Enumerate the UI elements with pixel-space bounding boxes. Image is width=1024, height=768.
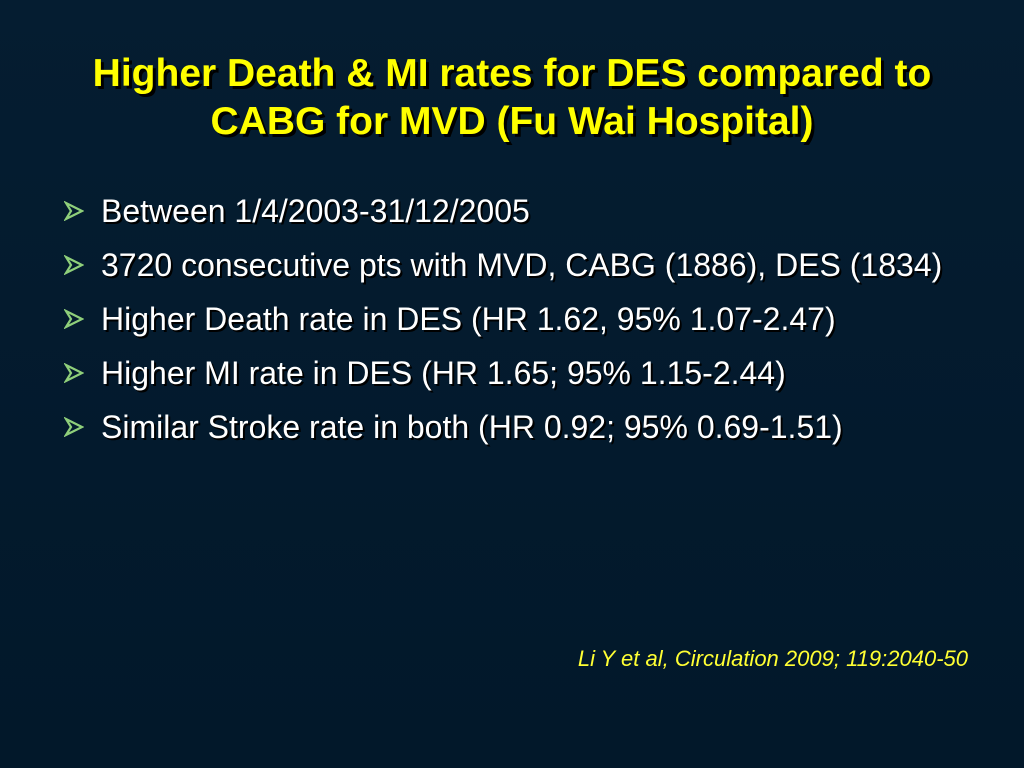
arrowhead-bullet-icon — [64, 309, 84, 329]
bullet-text: Higher Death rate in DES (HR 1.62, 95% 1… — [101, 301, 836, 337]
slide-title-line-1: Higher Death & MI rates for DES compared… — [92, 52, 932, 95]
slide-title: Higher Death & MI rates for DES compared… — [0, 50, 1024, 146]
bullet-item: Higher Death rate in DES (HR 1.62, 95% 1… — [62, 296, 962, 342]
arrowhead-bullet-icon — [64, 417, 84, 437]
citation: Li Y et al, Circulation 2009; 119:2040-5… — [577, 646, 968, 671]
bullet-text: Between 1/4/2003-31/12/2005 — [101, 193, 530, 229]
bullet-item: Similar Stroke rate in both (HR 0.92; 95… — [62, 404, 962, 450]
arrowhead-bullet-icon — [64, 255, 84, 275]
arrowhead-bullet-icon — [64, 363, 84, 383]
arrowhead-bullet-icon — [64, 201, 84, 221]
bullet-list: Between 1/4/2003-31/12/2005 3720 consecu… — [62, 188, 962, 458]
bullet-text: Higher MI rate in DES (HR 1.65; 95% 1.15… — [101, 355, 786, 391]
bullet-text: Similar Stroke rate in both (HR 0.92; 95… — [101, 409, 843, 445]
slide-title-line-2: CABG for MVD (Fu Wai Hospital) — [210, 100, 814, 143]
bullet-item: 3720 consecutive pts with MVD, CABG (188… — [62, 242, 962, 288]
bullet-item: Between 1/4/2003-31/12/2005 — [62, 188, 962, 234]
bullet-text: 3720 consecutive pts with MVD, CABG (188… — [101, 247, 943, 283]
bullet-item: Higher MI rate in DES (HR 1.65; 95% 1.15… — [62, 350, 962, 396]
